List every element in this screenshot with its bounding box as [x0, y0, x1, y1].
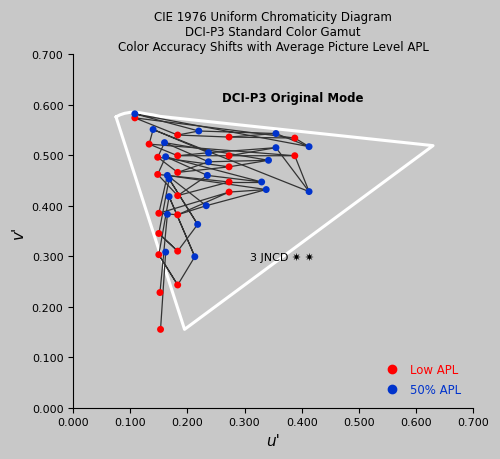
Point: [272, 130, 280, 138]
Point: [164, 211, 172, 218]
Point: [156, 326, 164, 333]
Text: DCI-P3 Original Mode: DCI-P3 Original Mode: [222, 92, 364, 105]
Point: [264, 157, 272, 165]
Point: [174, 212, 182, 219]
Point: [262, 186, 270, 194]
Point: [155, 230, 163, 238]
Point: [225, 134, 233, 141]
Point: [162, 249, 170, 256]
Y-axis label: v': v': [11, 225, 26, 238]
Point: [154, 171, 162, 179]
Point: [165, 194, 173, 201]
Point: [194, 221, 202, 229]
Point: [131, 115, 139, 122]
Point: [156, 289, 164, 297]
Point: [291, 135, 299, 142]
Point: [291, 153, 299, 160]
Point: [164, 173, 172, 180]
Text: 3 JNCD ✷ ✷: 3 JNCD ✷ ✷: [250, 252, 314, 263]
Point: [258, 179, 266, 186]
Point: [149, 127, 157, 134]
Point: [225, 179, 233, 186]
Point: [204, 173, 212, 180]
Title: CIE 1976 Uniform Chromaticity Diagram
DCI-P3 Standard Color Gamut
Color Accuracy: CIE 1976 Uniform Chromaticity Diagram DC…: [118, 11, 428, 54]
Point: [131, 111, 139, 118]
Point: [162, 154, 170, 161]
Point: [155, 252, 163, 259]
Point: [225, 189, 233, 196]
Point: [174, 132, 182, 140]
Point: [195, 128, 203, 135]
Point: [204, 159, 212, 166]
Point: [160, 140, 168, 147]
Point: [305, 144, 313, 151]
X-axis label: u': u': [266, 433, 280, 448]
Point: [155, 210, 163, 218]
Legend: Low APL, 50% APL: Low APL, 50% APL: [374, 357, 467, 402]
Point: [305, 189, 313, 196]
Point: [174, 153, 182, 160]
Point: [174, 169, 182, 177]
Point: [145, 141, 153, 148]
Point: [191, 253, 199, 261]
Point: [202, 202, 210, 210]
Point: [225, 164, 233, 171]
Point: [204, 150, 212, 157]
Point: [272, 145, 280, 152]
Point: [154, 154, 162, 162]
Point: [225, 153, 233, 160]
Point: [165, 176, 173, 183]
Point: [174, 282, 182, 289]
Point: [174, 248, 182, 255]
Point: [174, 192, 182, 200]
